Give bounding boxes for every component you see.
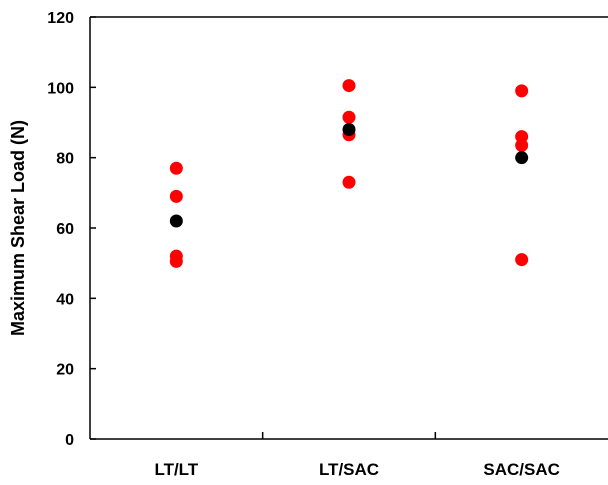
y-tick-label: 80	[56, 151, 74, 168]
x-axis-ticks: LT/LT LT/SAC SAC/SAC	[154, 432, 560, 479]
mean-point	[342, 123, 356, 137]
x-category-label: LT/LT	[154, 460, 198, 479]
sample-point	[342, 175, 356, 189]
y-tick-label: 120	[47, 10, 74, 27]
data-points	[169, 79, 529, 268]
x-category-label: LT/SAC	[319, 460, 379, 479]
sample-point	[515, 253, 529, 267]
y-axis-ticks: 0 20 40 60 80 100 120	[47, 10, 96, 449]
y-tick-label: 40	[56, 291, 74, 308]
sample-point	[169, 189, 183, 203]
y-tick-label: 100	[47, 80, 74, 97]
sample-point	[342, 79, 356, 93]
y-tick-label: 0	[65, 432, 74, 449]
sample-point	[169, 161, 183, 175]
sample-point	[515, 84, 529, 98]
sample-point	[515, 138, 529, 152]
mean-point	[169, 214, 183, 228]
y-axis-title: Maximum Shear Load (N)	[8, 120, 28, 336]
y-tick-label: 60	[56, 221, 74, 238]
mean-point	[515, 151, 529, 165]
sample-point	[169, 254, 183, 268]
x-category-label: SAC/SAC	[483, 460, 560, 479]
sample-point	[342, 110, 356, 124]
y-tick-label: 20	[56, 362, 74, 379]
